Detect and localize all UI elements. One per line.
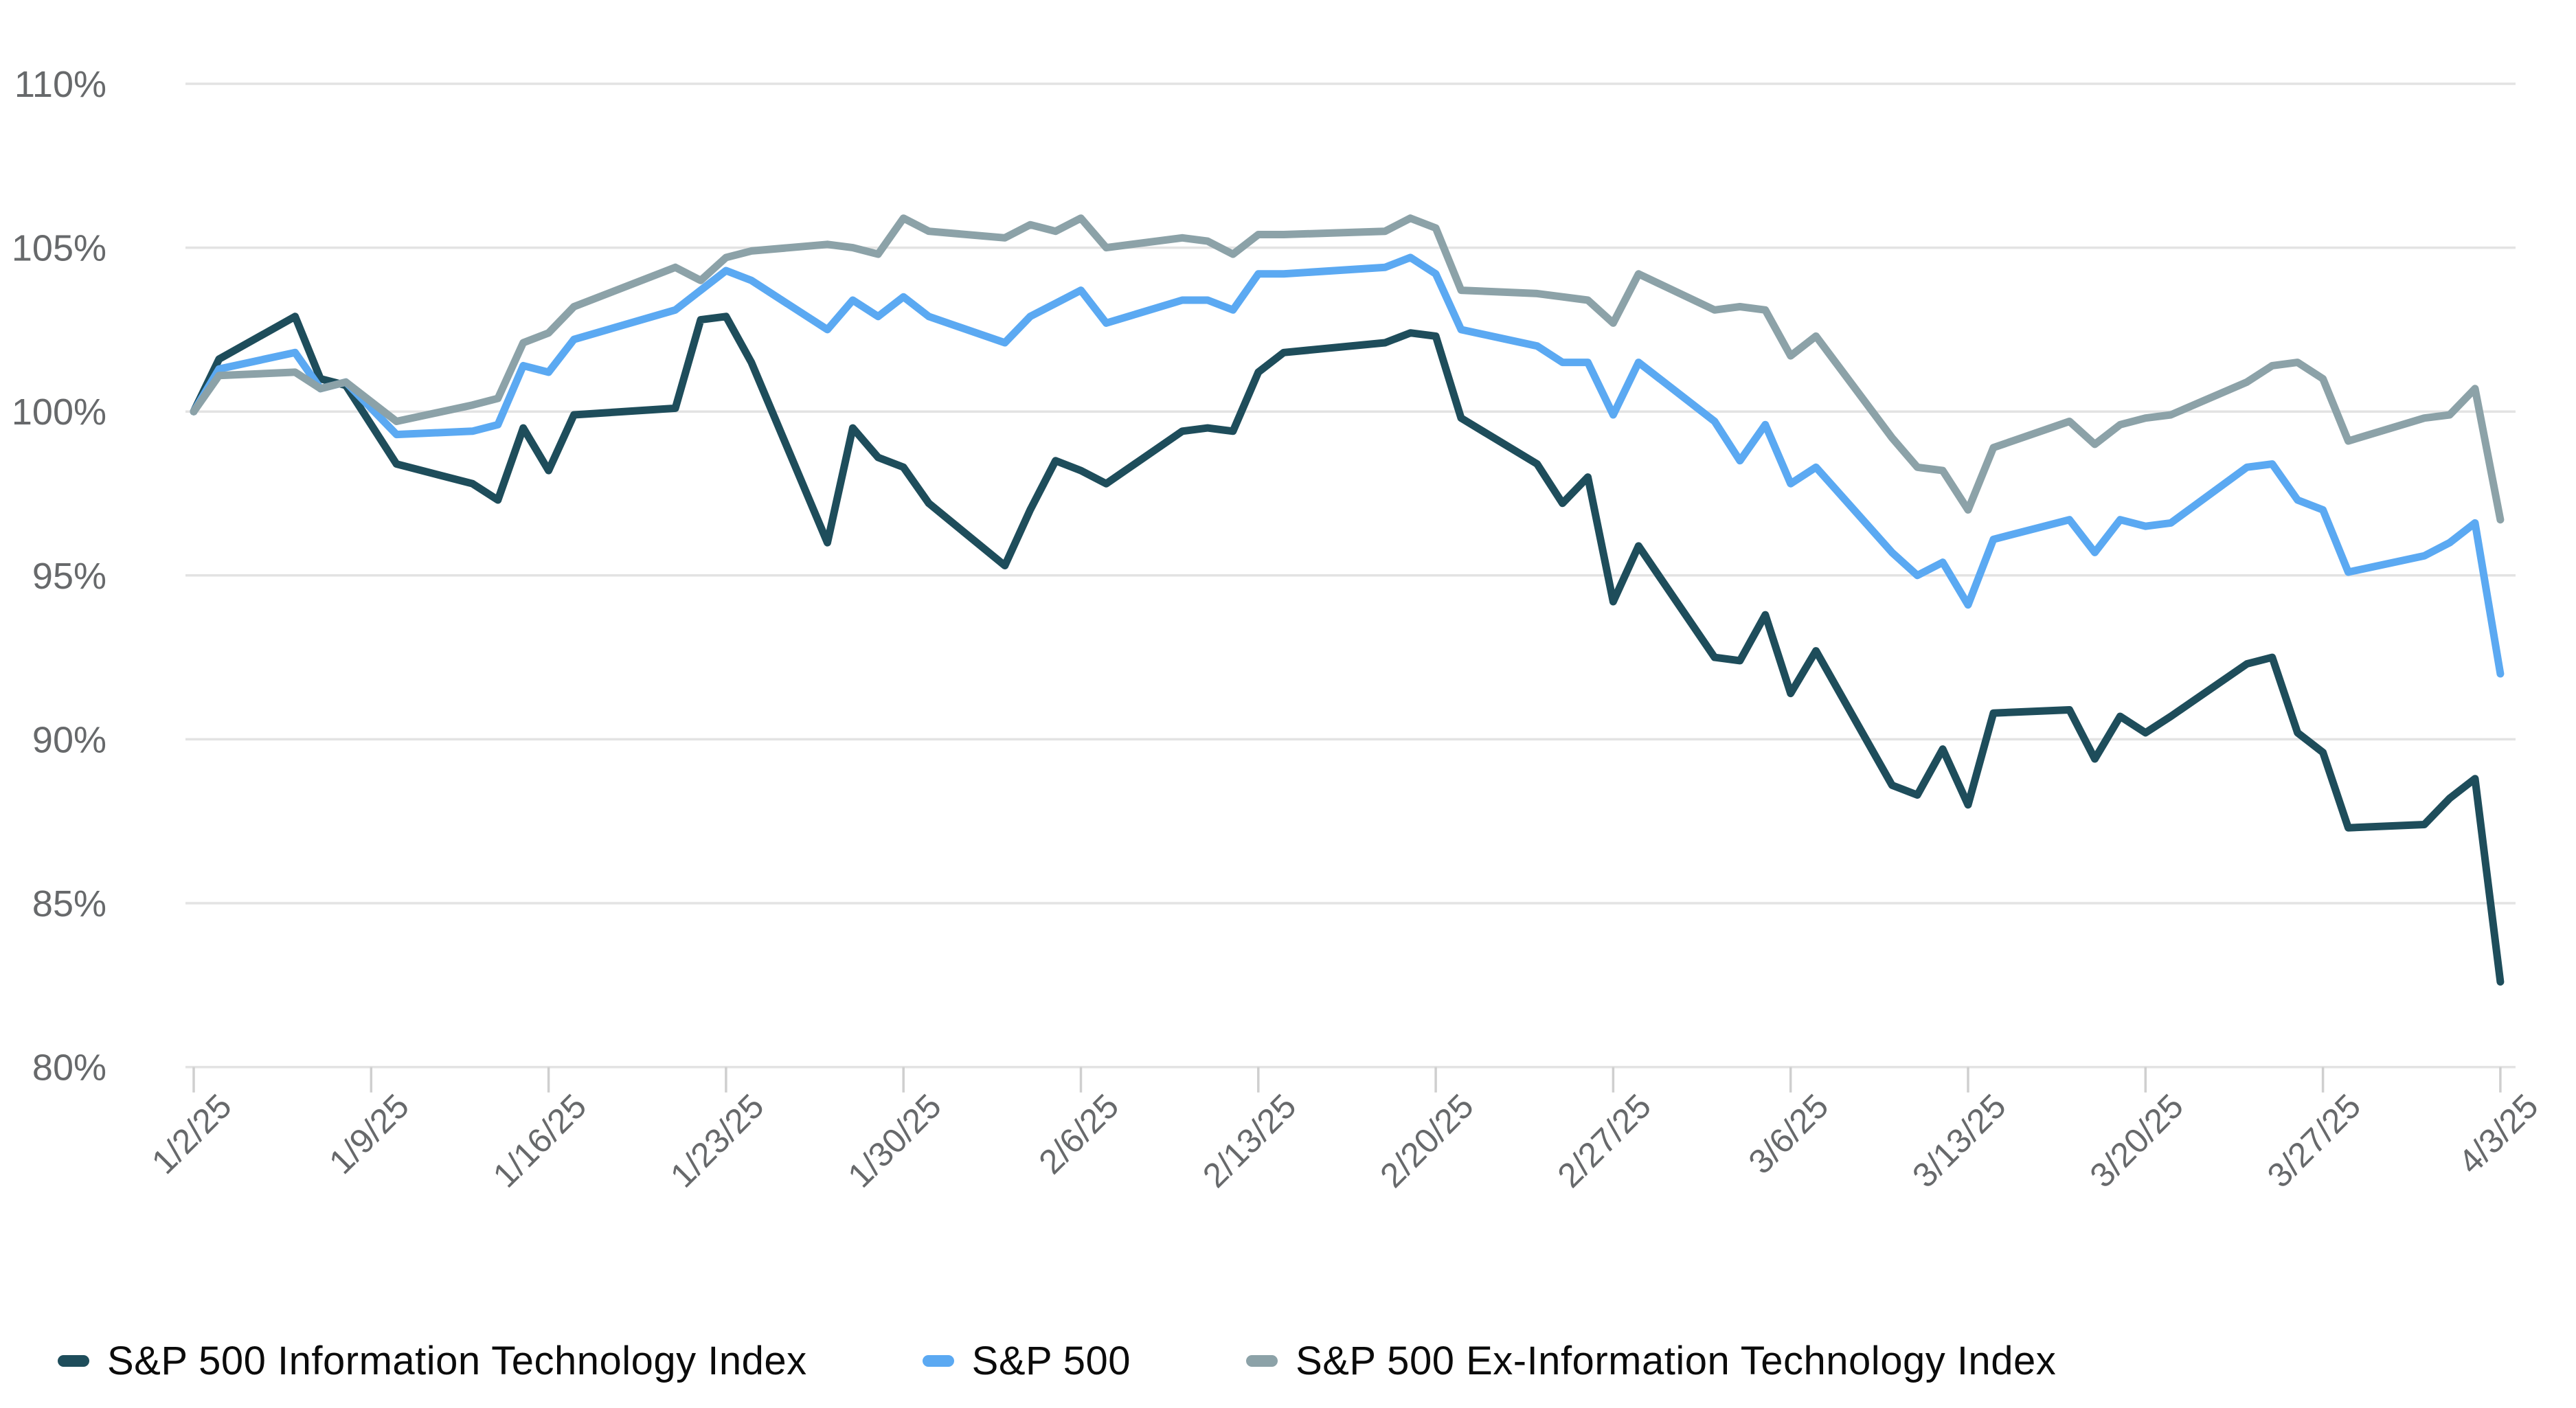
legend-item-sp500-it-index: S&P 500 Information Technology Index [58,1338,807,1384]
x-axis-label-3/13/25: 3/13/25 [1905,1087,2013,1195]
legend-marker-sp500-ex-it-index [1246,1355,1278,1367]
y-axis-label-100: 100% [12,391,106,433]
x-axis-label-3/6/25: 3/6/25 [1741,1087,1836,1181]
legend-marker-sp500 [922,1355,954,1367]
y-axis-label-105: 105% [12,228,106,269]
x-axis-label-3/20/25: 3/20/25 [2083,1087,2191,1195]
legend-item-sp500-ex-it-index: S&P 500 Ex-Information Technology Index [1246,1338,2056,1384]
y-axis-label-110: 110% [14,64,106,105]
x-axis-label-2/27/25: 2/27/25 [1550,1087,1659,1195]
y-axis-label-80: 80% [32,1047,106,1089]
y-axis-label-95: 95% [32,556,106,597]
legend-label-sp500-it-index: S&P 500 Information Technology Index [107,1339,807,1383]
x-axis-label-1/2/25: 1/2/25 [144,1087,239,1181]
x-axis-label-2/20/25: 2/20/25 [1372,1087,1481,1195]
x-axis-label-4/3/25: 4/3/25 [2451,1087,2546,1181]
legend-marker-sp500-it-index [58,1355,89,1367]
series-line-sp500-it-index [190,313,2505,986]
x-axis-label-1/16/25: 1/16/25 [486,1087,594,1195]
y-axis-label-85: 85% [32,883,106,924]
y-axis-label-90: 90% [32,719,106,760]
x-axis-label-1/9/25: 1/9/25 [321,1087,416,1181]
x-axis-label-3/27/25: 3/27/25 [2260,1087,2369,1195]
legend: S&P 500 Information Technology Index S&P… [58,1338,2056,1384]
x-axis-label-2/6/25: 2/6/25 [1031,1087,1126,1181]
x-axis-label-1/23/25: 1/23/25 [663,1087,771,1195]
legend-label-sp500: S&P 500 [971,1339,1131,1383]
x-axis-label-2/13/25: 2/13/25 [1195,1087,1304,1195]
x-axis-label-1/30/25: 1/30/25 [840,1087,949,1195]
legend-label-sp500-ex-it-index: S&P 500 Ex-Information Technology Index [1296,1339,2057,1383]
legend-item-sp500: S&P 500 [922,1338,1131,1384]
series-line-sp500-ex-it-index [190,214,2505,524]
series-line-sp500 [190,253,2505,678]
